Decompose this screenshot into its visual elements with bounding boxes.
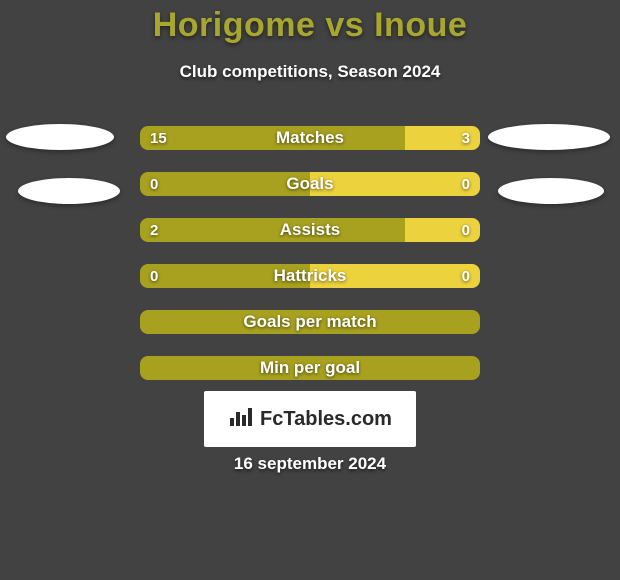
bar-label: Assists [140, 218, 480, 242]
stat-bar: Goals0 0 [140, 172, 480, 196]
stat-bar: Min per goal [140, 356, 480, 380]
bar-value-left: 2 [140, 218, 168, 242]
avatar-ellipse [488, 124, 610, 150]
bar-value-right: 0 [452, 218, 480, 242]
bar-value-left: 15 [140, 126, 177, 150]
bar-value-right: 0 [452, 172, 480, 196]
bar-value-right: 0 [452, 264, 480, 288]
bar-label: Min per goal [140, 356, 480, 380]
bar-value-left: 0 [140, 172, 168, 196]
date: 16 september 2024 [0, 454, 620, 474]
avatar-ellipse [18, 178, 120, 204]
bar-label: Goals [140, 172, 480, 196]
stat-bar: Matches15 3 [140, 126, 480, 150]
logo-box: FcTables.com [204, 391, 416, 447]
stat-bar: Assists2 0 [140, 218, 480, 242]
stat-bar: Hattricks0 0 [140, 264, 480, 288]
bar-label: Hattricks [140, 264, 480, 288]
bar-value-right: 3 [452, 126, 480, 150]
stage: Horigome vs Inoue Club competitions, Sea… [0, 0, 620, 580]
logo-text: FcTables.com [260, 408, 392, 431]
page-title: Horigome vs Inoue [0, 6, 620, 45]
bar-chart-icon [228, 406, 254, 433]
stat-bar: Goals per match [140, 310, 480, 334]
avatar-ellipse [498, 178, 604, 204]
avatar-ellipse [6, 124, 114, 150]
bar-value-left: 0 [140, 264, 168, 288]
subtitle: Club competitions, Season 2024 [0, 62, 620, 82]
bar-label: Matches [140, 126, 480, 150]
bar-label: Goals per match [140, 310, 480, 334]
